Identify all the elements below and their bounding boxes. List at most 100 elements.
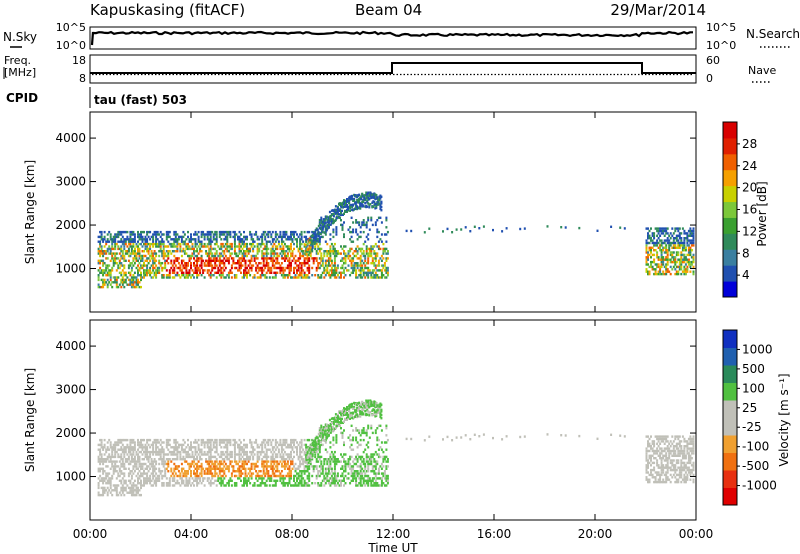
radar-cell xyxy=(297,477,300,480)
radar-cell xyxy=(209,274,212,277)
radar-cell xyxy=(271,247,274,251)
radar-cell xyxy=(323,219,326,223)
radar-cell xyxy=(102,479,105,482)
radar-cell xyxy=(103,230,106,234)
radar-cell xyxy=(311,244,314,247)
radar-cell xyxy=(141,448,144,451)
radar-cell xyxy=(343,250,345,253)
radar-cell xyxy=(126,458,129,461)
radar-cell xyxy=(350,247,353,251)
radar-cell xyxy=(230,484,233,487)
radar-cell xyxy=(385,219,388,222)
y-tick-label: 1000 xyxy=(55,262,86,276)
radar-cell xyxy=(362,230,365,234)
radar-cell xyxy=(385,240,388,243)
radar-cell xyxy=(690,260,693,264)
radar-cell xyxy=(240,472,242,475)
radar-cell xyxy=(120,278,123,282)
radar-cell xyxy=(376,196,379,199)
radar-cell xyxy=(250,233,253,236)
radar-cell xyxy=(274,233,277,236)
radar-cell xyxy=(350,230,353,234)
radar-cell xyxy=(333,458,336,461)
radar-cell xyxy=(102,259,105,262)
radar-cell xyxy=(146,465,149,468)
radar-cell xyxy=(146,233,149,236)
radar-cell xyxy=(285,441,288,444)
radar-cell xyxy=(367,446,370,449)
radar-cell xyxy=(100,252,103,255)
radar-cell xyxy=(100,278,103,282)
radar-cell xyxy=(340,266,342,270)
radar-cell xyxy=(656,265,659,269)
radar-cell xyxy=(226,453,229,456)
radar-cell xyxy=(132,242,135,246)
radar-cell xyxy=(205,458,208,461)
radar-cell xyxy=(320,462,323,466)
radar-cell xyxy=(302,269,305,272)
radar-cell xyxy=(377,240,380,243)
radar-cell xyxy=(294,438,297,442)
radar-cell xyxy=(326,477,329,480)
radar-cell xyxy=(133,479,136,482)
radar-cell xyxy=(221,233,224,236)
radar-cell xyxy=(274,453,277,456)
radar-cell xyxy=(132,458,135,461)
radar-cell xyxy=(209,453,212,456)
radar-cell xyxy=(365,443,368,447)
radar-cell xyxy=(361,223,364,227)
radar-cell xyxy=(114,441,117,444)
radar-cell xyxy=(244,479,247,482)
radar-cell xyxy=(227,233,230,236)
radar-cell xyxy=(176,259,179,262)
radar-cell xyxy=(174,438,177,442)
radar-cell xyxy=(262,470,265,473)
radar-cell xyxy=(170,252,173,255)
radar-cell xyxy=(102,477,105,480)
radar-cell xyxy=(687,244,690,247)
radar-cell xyxy=(283,450,286,454)
radar-cell xyxy=(317,484,320,487)
radar-cell xyxy=(343,443,345,447)
radar-cell xyxy=(297,443,300,447)
radar-cell xyxy=(282,245,285,248)
radar-cell xyxy=(197,238,200,241)
radar-cell xyxy=(137,259,139,262)
radar-cell xyxy=(680,268,683,271)
radar-cell xyxy=(121,443,124,447)
radar-cell xyxy=(262,247,265,251)
radar-cell xyxy=(171,446,174,449)
radar-cell xyxy=(324,482,327,485)
radar-cell xyxy=(364,276,367,279)
radar-cell xyxy=(182,271,185,274)
radar-cell xyxy=(662,246,665,249)
radar-cell xyxy=(102,285,105,289)
radar-cell xyxy=(271,250,274,253)
radar-cell xyxy=(359,458,362,461)
radar-cell xyxy=(303,467,306,470)
radar-cell xyxy=(681,241,684,245)
radar-cell xyxy=(370,482,373,485)
radar-cell xyxy=(365,197,368,200)
radar-cell xyxy=(290,235,292,239)
radar-cell xyxy=(683,249,686,252)
radar-cell xyxy=(244,446,247,449)
radar-cell xyxy=(296,441,298,444)
radar-cell xyxy=(196,262,199,265)
radar-cell xyxy=(108,252,111,255)
radar-cell xyxy=(687,251,690,254)
radar-cell xyxy=(299,257,302,260)
radar-cell xyxy=(209,479,212,482)
radar-cell xyxy=(185,269,188,272)
radar-cell xyxy=(111,448,114,451)
radar-cell xyxy=(224,254,227,258)
radar-cell xyxy=(129,240,132,243)
radar-cell xyxy=(303,465,306,468)
radar-cell xyxy=(168,250,171,253)
radar-cell xyxy=(355,247,358,251)
radar-cell xyxy=(253,462,256,466)
radar-cell xyxy=(226,458,229,461)
radar-cell xyxy=(114,281,117,284)
radar-cell xyxy=(675,270,678,273)
radar-cell xyxy=(106,283,109,286)
